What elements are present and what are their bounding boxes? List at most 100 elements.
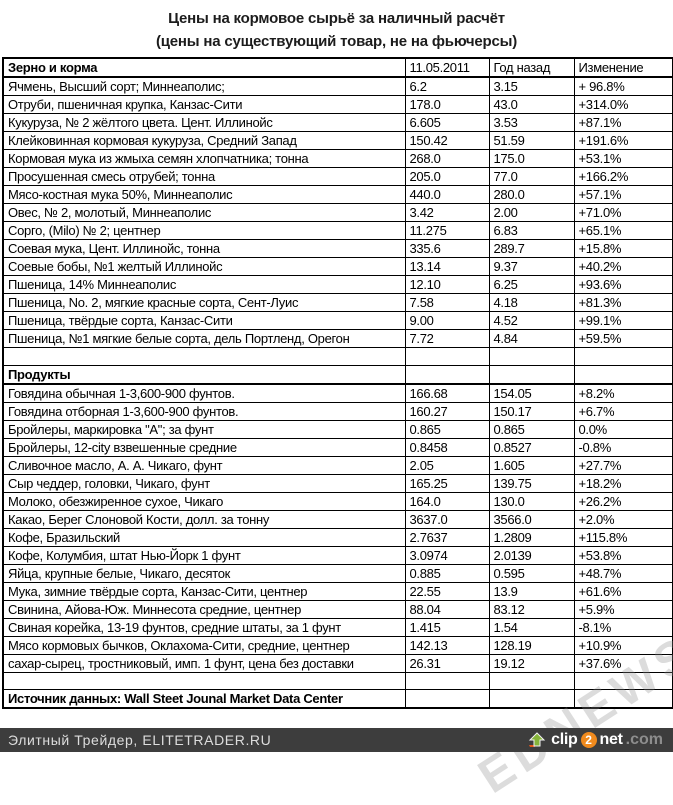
commodity-cell: Пшеница, №1 мягкие белые сорта, дель Пор… [2,329,406,348]
change-cell: +48.7% [573,563,673,583]
site-label: Элитный Трейдер, ELITETRADER.RU [8,732,272,748]
commodity-cell: Источник данных: Wall Steet Jounal Marke… [2,689,406,709]
price-year-ago-cell: 2.00 [488,203,575,222]
price-current-cell: 6.605 [404,113,490,132]
table-row: Соевые бобы, №1 желтый Иллинойс 13.14 9.37… [2,257,673,276]
price-current-cell: 440.0 [404,185,490,204]
commodity-cell: Свинина, Айова-Юж. Миннесота средние, це… [2,599,406,619]
commodity-price-table: Зерно и корма 11.05.2011 Год назад Изменени… [2,57,673,710]
commodity-cell: Бройлеры, 12-city взвешенные средние [2,437,406,457]
price-year-ago-cell: 3566.0 [488,509,575,529]
price-current-cell: 166.68 [404,383,490,403]
change-cell: +8.2% [573,383,673,403]
commodity-cell: Свиная корейка, 13-19 фунтов, средние шт… [2,617,406,637]
change-cell: +57.1% [573,185,673,204]
price-current-cell [404,347,490,366]
change-cell: +18.2% [573,473,673,493]
price-current-cell: 0.865 [404,419,490,439]
table-row: Бройлеры, маркировка "A"; за фунт 0.865 0.… [2,419,673,439]
price-year-ago-cell [488,347,575,366]
table-row: Пшеница, 14% Миннеаполис 12.10 6.25 +93.6% [2,275,673,294]
change-cell: +99.1% [573,311,673,330]
commodity-cell: Сливочное масло, А. А. Чикаго, фунт [2,455,406,475]
change-cell [573,347,673,366]
price-year-ago-cell: 77.0 [488,167,575,186]
spacer-row [2,347,673,366]
change-cell: +115.8% [573,527,673,547]
price-current-cell: 2.05 [404,455,490,475]
price-year-ago-cell: 128.19 [488,635,575,655]
price-year-ago-cell [488,689,575,709]
price-year-ago-cell: 175.0 [488,149,575,168]
price-current-cell: 6.2 [404,76,490,96]
change-cell: +93.6% [573,275,673,294]
change-cell: +40.2% [573,257,673,276]
price-current-cell: 178.0 [404,95,490,114]
change-cell: Изменение [573,57,673,78]
table-row: Кофе, Колумбия, штат Нью-Йорк 1 фунт 3.09… [2,545,673,565]
price-year-ago-cell: 154.05 [488,383,575,403]
table-row: Мука, зимние твёрдые сорта, Канзас-Сити,… [2,581,673,601]
table-row: Какао, Берег Слоновой Кости, долл. за то… [2,509,673,529]
table-row: Молоко, обезжиренное сухое, Чикаго 164.0 1… [2,491,673,511]
change-cell: +71.0% [573,203,673,222]
table-row: Мясо кормовых бычков, Оклахома-Сити, сре… [2,635,673,655]
price-year-ago-cell: 3.53 [488,113,575,132]
table-row: Бройлеры, 12-city взвешенные средние 0.84… [2,437,673,457]
price-current-cell: 1.415 [404,617,490,637]
price-current-cell: 11.275 [404,221,490,240]
change-cell: +191.6% [573,131,673,150]
price-current-cell: 9.00 [404,311,490,330]
table-row: Яйца, крупные белые, Чикаго, десяток 0.88… [2,563,673,583]
commodity-cell: Соевая мука, Цент. Иллинойс, тонна [2,239,406,258]
table-row: Клейковинная кормовая кукуруза, Средний … [2,131,673,150]
commodity-cell: Кофе, Колумбия, штат Нью-Йорк 1 фунт [2,545,406,565]
price-year-ago-cell: 280.0 [488,185,575,204]
table-row: Кукуруза, № 2 жёлтого цвета. Цент. Иллин… [2,113,673,132]
price-current-cell: 150.42 [404,131,490,150]
price-current-cell: 205.0 [404,167,490,186]
commodity-cell: Пшеница, твёрдые сорта, Канзас-Сити [2,311,406,330]
price-current-cell [404,671,490,691]
change-cell: +53.8% [573,545,673,565]
table-row: Просушенная смесь отрубей; тонна 205.0 77.… [2,167,673,186]
price-year-ago-cell: 0.865 [488,419,575,439]
commodity-cell: Отруби, пшеничная крупка, Канзас-Сити [2,95,406,114]
price-current-cell: 164.0 [404,491,490,511]
price-year-ago-cell: 43.0 [488,95,575,114]
commodity-cell: Сорго, (Milo) № 2; центнер [2,221,406,240]
commodity-cell: Продукты [2,364,406,385]
price-year-ago-cell: 1.2809 [488,527,575,547]
price-year-ago-cell: 289.7 [488,239,575,258]
change-cell [573,364,673,385]
clip2net-logo: clip 2 net .com [528,731,663,749]
table-row: Сыр чеддер, головки, Чикаго, фунт 165.25 1… [2,473,673,493]
commodity-cell: сахар-сырец, тростниковый, имп. 1 фунт, … [2,653,406,673]
price-current-cell: 165.25 [404,473,490,493]
change-cell: +166.2% [573,167,673,186]
price-year-ago-cell: 9.37 [488,257,575,276]
price-table-body: Зерно и корма 11.05.2011 Год назад Изменени… [2,57,673,709]
table-row: Отруби, пшеничная крупка, Канзас-Сити 178… [2,95,673,114]
change-cell: +37.6% [573,653,673,673]
change-cell [573,689,673,709]
price-current-cell: 160.27 [404,401,490,421]
change-cell: +26.2% [573,491,673,511]
price-current-cell: 142.13 [404,635,490,655]
table-header-row: Зерно и корма 11.05.2011 Год назад Изменени… [2,57,673,78]
price-current-cell: 3.0974 [404,545,490,565]
table-row: Свинина, Айова-Юж. Миннесота средние, це… [2,599,673,619]
table-row: Сорго, (Milo) № 2; центнер 11.275 6.83 +65.… [2,221,673,240]
change-cell: +314.0% [573,95,673,114]
price-year-ago-cell: 4.84 [488,329,575,348]
change-cell: + 96.8% [573,76,673,96]
price-year-ago-cell: 139.75 [488,473,575,493]
commodity-cell: Мясо кормовых бычков, Оклахома-Сити, сре… [2,635,406,655]
change-cell: +27.7% [573,455,673,475]
logo-text-clip: clip [551,731,578,748]
commodity-cell [2,671,406,691]
table-row: Пшеница, твёрдые сорта, Канзас-Сити 9.00 4… [2,311,673,330]
price-year-ago-cell: 19.12 [488,653,575,673]
commodity-cell: Овес, № 2, молотый, Миннеаполис [2,203,406,222]
price-year-ago-cell: 4.18 [488,293,575,312]
